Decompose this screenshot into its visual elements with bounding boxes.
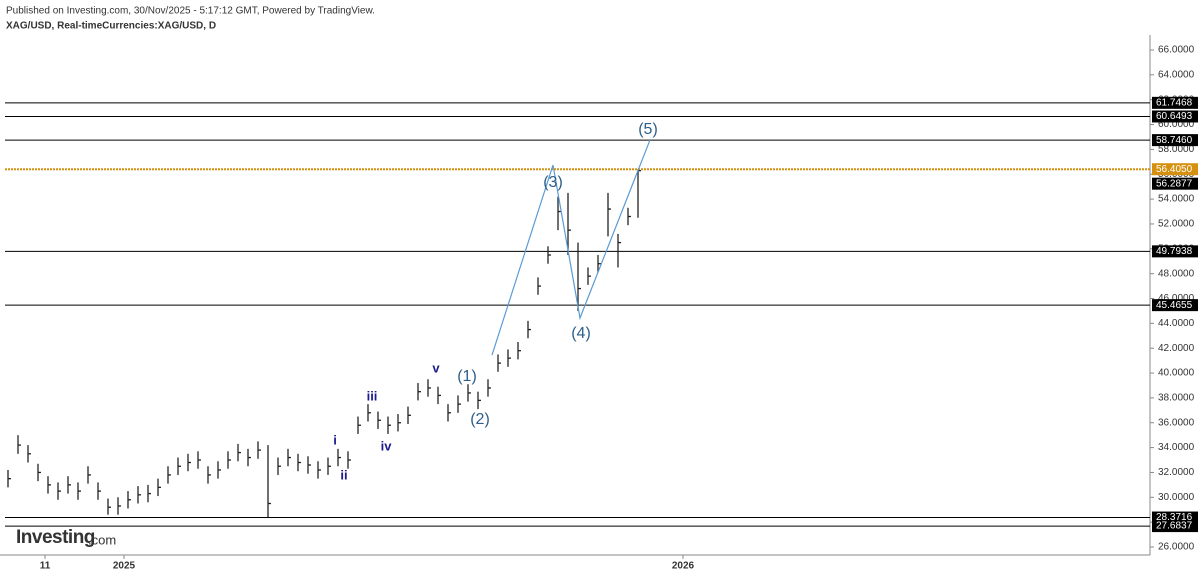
y-tick-label: 40.0000: [1158, 368, 1195, 379]
level-label: 49.7938: [1156, 246, 1193, 257]
wave-line: [491, 139, 651, 356]
level-label: 27.6837: [1156, 521, 1193, 532]
level-label: 58.7460: [1156, 135, 1193, 146]
level-label-box: [1152, 110, 1198, 123]
y-tick-label: 58.0000: [1158, 144, 1195, 155]
brand-suffix: .com: [88, 532, 116, 547]
last-price-box: [1152, 177, 1198, 190]
level-label-box: [1152, 511, 1198, 524]
y-tick-label: 66.0000: [1158, 45, 1195, 56]
y-tick-label: 60.0000: [1158, 119, 1195, 130]
y-tick-label: 54.0000: [1158, 194, 1195, 205]
y-tick-label: 38.0000: [1158, 393, 1195, 404]
y-tick-label: 52.0000: [1158, 219, 1195, 230]
y-tick-label: 26.0000: [1158, 542, 1195, 553]
wave-label: i: [333, 432, 337, 447]
level-label-box: [1152, 245, 1198, 258]
y-tick-label: 44.0000: [1158, 318, 1195, 329]
y-tick-label: 46.0000: [1158, 293, 1195, 304]
level-label-box: [1152, 299, 1198, 312]
last-price-label: 56.2877: [1156, 178, 1193, 189]
chart-title: XAG/USD, Real-timeCurrencies:XAG/USD, D: [6, 21, 216, 32]
y-tick-label: 32.0000: [1158, 467, 1195, 478]
y-tick-label: 30.0000: [1158, 492, 1195, 503]
x-tick-label: 11: [40, 561, 51, 572]
y-tick-label: 42.0000: [1158, 343, 1195, 354]
wave-label: (4): [571, 325, 591, 342]
x-tick-label: 2025: [113, 561, 136, 572]
level-label: 28.3716: [1156, 512, 1193, 523]
y-tick-label: 64.0000: [1158, 69, 1195, 80]
level-label: 61.7468: [1156, 97, 1193, 108]
level-label-box: [1152, 520, 1198, 533]
y-tick-label: 34.0000: [1158, 442, 1195, 453]
wave-label: iv: [381, 438, 393, 453]
level-label: 45.4655: [1156, 300, 1193, 311]
wave-label: (5): [638, 121, 658, 138]
level-label-box: [1152, 96, 1198, 109]
subtitle: Published on Investing.com, 30/Nov/2025 …: [6, 6, 375, 17]
level-label: 56.4050: [1156, 164, 1193, 175]
x-tick-label: 2026: [672, 561, 695, 572]
y-tick-label: 48.0000: [1158, 268, 1195, 279]
wave-label: (3): [543, 174, 563, 191]
level-label: 60.6493: [1156, 111, 1193, 122]
wave-label: ii: [340, 467, 347, 482]
wave-label: (2): [470, 411, 490, 428]
wave-label: (1): [457, 368, 477, 385]
y-tick-label: 36.0000: [1158, 417, 1195, 428]
brand: Investing: [16, 527, 95, 548]
wave-label: iii: [367, 388, 378, 403]
wave-label: v: [432, 360, 440, 375]
level-label-box: [1152, 163, 1198, 176]
level-label-box: [1152, 134, 1198, 147]
